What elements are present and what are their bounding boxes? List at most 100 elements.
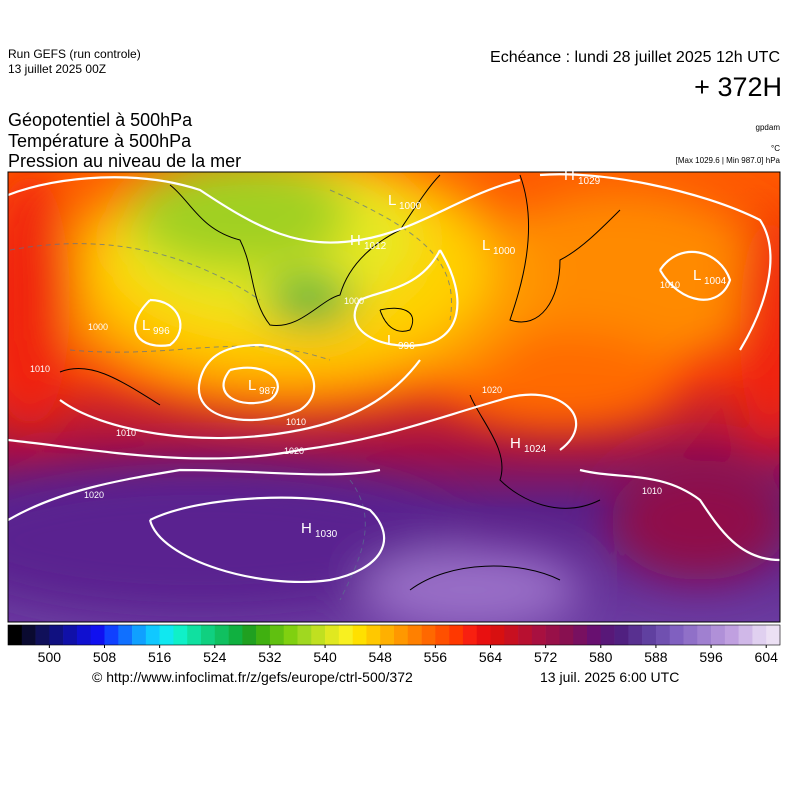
run: Run GEFS (run controle) bbox=[8, 47, 141, 61]
center-kind: L bbox=[142, 317, 150, 334]
center-kind: H bbox=[301, 520, 312, 537]
tick-label: 500 bbox=[38, 649, 62, 665]
source: © http://www.infoclimat.fr/z/gefs/europe… bbox=[92, 669, 413, 685]
center-value: 1024 bbox=[524, 444, 547, 455]
colorbar: 500 508 516 524 532 540 548 556 564 572 580 588 596 6… bbox=[7, 624, 781, 665]
color-swatch bbox=[90, 625, 105, 645]
temperature-field bbox=[8, 172, 780, 622]
pressure-center: L 1000 bbox=[388, 192, 422, 212]
isobar-label: 1010 bbox=[286, 417, 306, 427]
lead-time: + 372H bbox=[694, 72, 782, 102]
center-kind: H bbox=[510, 435, 521, 452]
color-swatch bbox=[407, 625, 422, 645]
color-swatch bbox=[697, 625, 712, 645]
color-swatch bbox=[724, 625, 739, 645]
center-value: 996 bbox=[398, 341, 415, 352]
pressure-center: H 1012 bbox=[350, 232, 387, 252]
center-kind: L bbox=[693, 267, 701, 284]
color-swatch bbox=[600, 625, 615, 645]
color-swatch bbox=[587, 625, 602, 645]
color-swatch bbox=[449, 625, 464, 645]
color-swatch bbox=[380, 625, 395, 645]
color-swatch bbox=[573, 625, 588, 645]
tick-label: 556 bbox=[424, 649, 448, 665]
color-swatch bbox=[366, 625, 381, 645]
pressure-center: H 1024 bbox=[510, 435, 547, 455]
color-swatch bbox=[297, 625, 312, 645]
color-swatch bbox=[738, 625, 753, 645]
color-swatch bbox=[325, 625, 340, 645]
color-swatch bbox=[476, 625, 491, 645]
pressure-center: H 1030 bbox=[301, 520, 338, 540]
tick-label: 588 bbox=[644, 649, 668, 665]
field: Température à 500hPa bbox=[8, 131, 192, 151]
center-kind: H bbox=[564, 167, 575, 184]
center-value: 987 bbox=[259, 386, 276, 397]
center-value: 1012 bbox=[364, 241, 387, 252]
color-swatch bbox=[21, 625, 36, 645]
center-kind: L bbox=[387, 332, 395, 349]
color-swatch bbox=[394, 625, 409, 645]
tick-label: 516 bbox=[148, 649, 172, 665]
color-swatch bbox=[752, 625, 767, 645]
pressure-center: L 987 bbox=[248, 377, 276, 397]
tick-label: 532 bbox=[258, 649, 282, 665]
color-swatch bbox=[490, 625, 505, 645]
tick-label: 596 bbox=[699, 649, 723, 665]
color-swatch bbox=[118, 625, 133, 645]
color-swatch bbox=[531, 625, 546, 645]
color-swatch bbox=[49, 625, 64, 645]
isobar-label: 1020 bbox=[284, 446, 304, 456]
color-swatch bbox=[159, 625, 174, 645]
pressure-center: L 1004 bbox=[693, 267, 727, 287]
color-swatch bbox=[352, 625, 367, 645]
color-swatch bbox=[338, 625, 353, 645]
center-value: 1000 bbox=[493, 246, 516, 257]
isobar-label: 1020 bbox=[84, 490, 104, 500]
colorbar-frame bbox=[7, 624, 781, 646]
center-value: 1000 bbox=[399, 201, 422, 212]
field: Géopotentiel à 500hPa bbox=[8, 110, 193, 130]
run-date: 13 juillet 2025 00Z bbox=[8, 62, 106, 76]
center-kind: L bbox=[482, 237, 490, 254]
color-swatch bbox=[711, 625, 726, 645]
isobar-label: 1010 bbox=[30, 364, 50, 374]
isobars bbox=[8, 173, 780, 584]
color-swatch bbox=[76, 625, 92, 645]
color-swatch bbox=[173, 625, 188, 645]
color-swatch bbox=[462, 625, 478, 645]
color-swatch bbox=[545, 625, 560, 645]
isobar-label: 1000 bbox=[88, 322, 108, 332]
tick-label: 524 bbox=[203, 649, 227, 665]
pressure-center: L 1000 bbox=[482, 237, 516, 257]
color-swatch bbox=[256, 625, 271, 645]
center-value: 1030 bbox=[315, 529, 338, 540]
color-swatch bbox=[766, 625, 781, 645]
valid-time: Echéance : lundi 28 juillet 2025 12h UTC bbox=[490, 49, 780, 66]
pressure-center: L 996 bbox=[142, 317, 170, 337]
center-value: 1029 bbox=[578, 176, 601, 187]
isobar-label: 1000 bbox=[344, 296, 364, 306]
pressure-center: H 1029 bbox=[564, 167, 601, 187]
color-swatch bbox=[145, 625, 160, 645]
color-swatch bbox=[518, 625, 533, 645]
color-swatch bbox=[104, 625, 119, 645]
color-swatch bbox=[655, 625, 671, 645]
color-swatch bbox=[283, 625, 298, 645]
unit: °C bbox=[771, 144, 780, 153]
color-swatch bbox=[614, 625, 629, 645]
color-swatch bbox=[504, 625, 519, 645]
center-kind: H bbox=[350, 232, 361, 249]
tick-label: 572 bbox=[534, 649, 558, 665]
color-swatch bbox=[35, 625, 50, 645]
color-swatch bbox=[669, 625, 684, 645]
center-kind: L bbox=[248, 377, 256, 394]
color-swatch bbox=[559, 625, 574, 645]
color-swatch bbox=[201, 625, 216, 645]
made-time: 13 juil. 2025 6:00 UTC bbox=[540, 669, 679, 685]
color-swatch bbox=[435, 625, 450, 645]
color-swatch bbox=[242, 625, 257, 645]
isobar-label: 1020 bbox=[482, 385, 502, 395]
color-swatch bbox=[132, 625, 147, 645]
